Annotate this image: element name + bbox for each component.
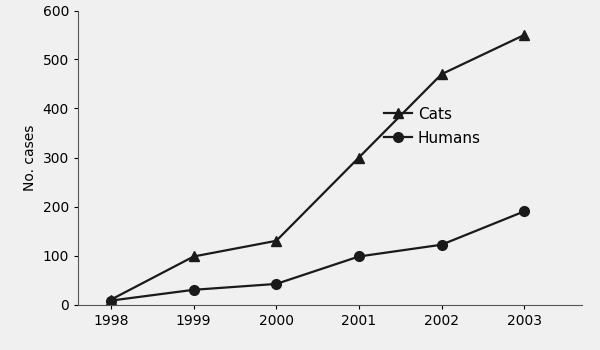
Humans	[190, 288, 197, 292]
Humans	[438, 243, 445, 247]
Cats	[272, 239, 280, 243]
Line: Cats: Cats	[106, 30, 529, 305]
Humans	[521, 209, 528, 214]
Cats	[521, 33, 528, 37]
Cats	[107, 298, 115, 302]
Y-axis label: No. cases: No. cases	[23, 124, 37, 191]
Humans	[355, 254, 362, 259]
Line: Humans: Humans	[106, 206, 529, 306]
Cats	[438, 72, 445, 76]
Legend: Cats, Humans: Cats, Humans	[378, 100, 487, 152]
Cats	[190, 254, 197, 259]
Humans	[272, 282, 280, 286]
Cats	[355, 155, 362, 160]
Humans	[107, 299, 115, 303]
